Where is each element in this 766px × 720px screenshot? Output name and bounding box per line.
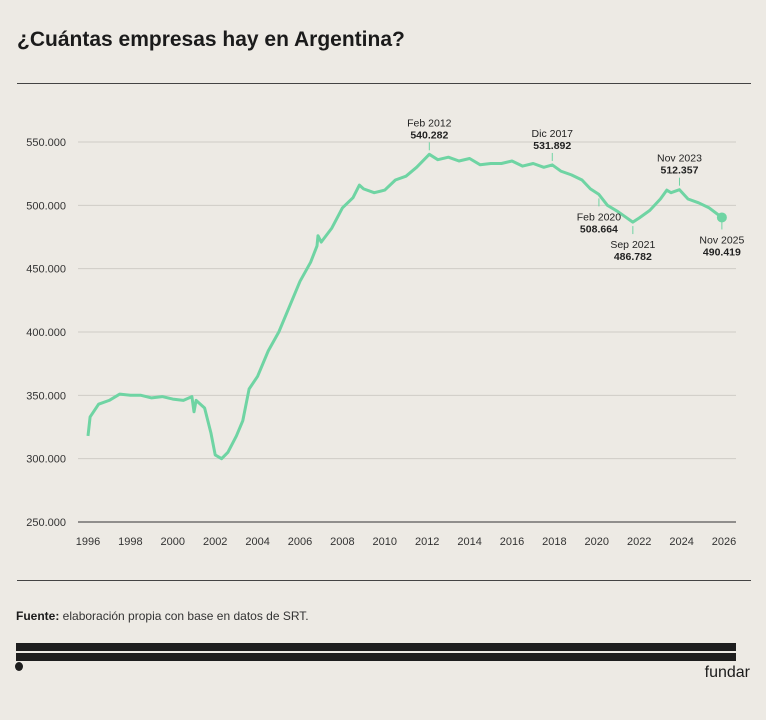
brand-bar-1 xyxy=(16,643,736,651)
x-tick-label: 2004 xyxy=(245,536,269,548)
source-note: Fuente: elaboración propia con base en d… xyxy=(16,609,309,623)
bottom-divider xyxy=(17,580,751,581)
last-point-marker xyxy=(716,212,727,223)
y-tick-label: 500.000 xyxy=(26,200,66,212)
x-tick-label: 1996 xyxy=(76,536,100,548)
y-tick-label: 400.000 xyxy=(26,327,66,339)
x-tick-label: 1998 xyxy=(118,536,142,548)
y-tick-label: 450.000 xyxy=(26,264,66,276)
annotation-date: Feb 2012 xyxy=(407,117,452,129)
annotation-value: 508.664 xyxy=(580,223,618,235)
brand-dot xyxy=(15,662,23,671)
x-tick-label: 2026 xyxy=(712,536,736,548)
annotation-value: 512.357 xyxy=(660,165,698,177)
brand-bar-2 xyxy=(16,653,736,661)
source-text: elaboración propia con base en datos de … xyxy=(59,609,309,623)
annotation-value: 540.282 xyxy=(410,129,448,141)
x-tick-label: 2000 xyxy=(161,536,185,548)
x-tick-label: 2014 xyxy=(457,536,481,548)
fundar-logo: fundar xyxy=(704,664,750,681)
y-tick-label: 550.000 xyxy=(26,137,66,149)
x-tick-label: 2002 xyxy=(203,536,227,548)
source-label: Fuente: xyxy=(16,609,60,623)
page-title: ¿Cuántas empresas hay en Argentina? xyxy=(17,28,405,51)
annotation-value: 531.892 xyxy=(533,140,571,152)
y-tick-label: 300.000 xyxy=(26,454,66,466)
x-tick-label: 2024 xyxy=(669,536,693,548)
x-tick-label: 2022 xyxy=(627,536,651,548)
annotation-date: Nov 2023 xyxy=(657,153,702,165)
x-tick-label: 2020 xyxy=(585,536,609,548)
x-tick-label: 2018 xyxy=(542,536,566,548)
annotation-value: 490.419 xyxy=(703,246,741,258)
series-line-empresas xyxy=(86,152,723,461)
annotation-date: Dic 2017 xyxy=(532,128,574,140)
x-tick-label: 2008 xyxy=(330,536,354,548)
annotation-value: 486.782 xyxy=(614,251,652,263)
line-chart: 250.000 300.000 350.000 400.000 450.000 500.0… xyxy=(26,117,744,548)
y-tick-label: 250.000 xyxy=(26,517,66,529)
top-divider xyxy=(17,83,751,84)
x-tick-label: 2010 xyxy=(373,536,397,548)
x-tick-label: 2006 xyxy=(288,536,312,548)
y-tick-label: 350.000 xyxy=(26,390,66,402)
annotation-date: Nov 2025 xyxy=(699,234,744,246)
annotation-date: Feb 2020 xyxy=(577,211,622,223)
x-tick-label: 2012 xyxy=(415,536,439,548)
x-tick-label: 2016 xyxy=(500,536,524,548)
annotation-date: Sep 2021 xyxy=(610,239,655,251)
